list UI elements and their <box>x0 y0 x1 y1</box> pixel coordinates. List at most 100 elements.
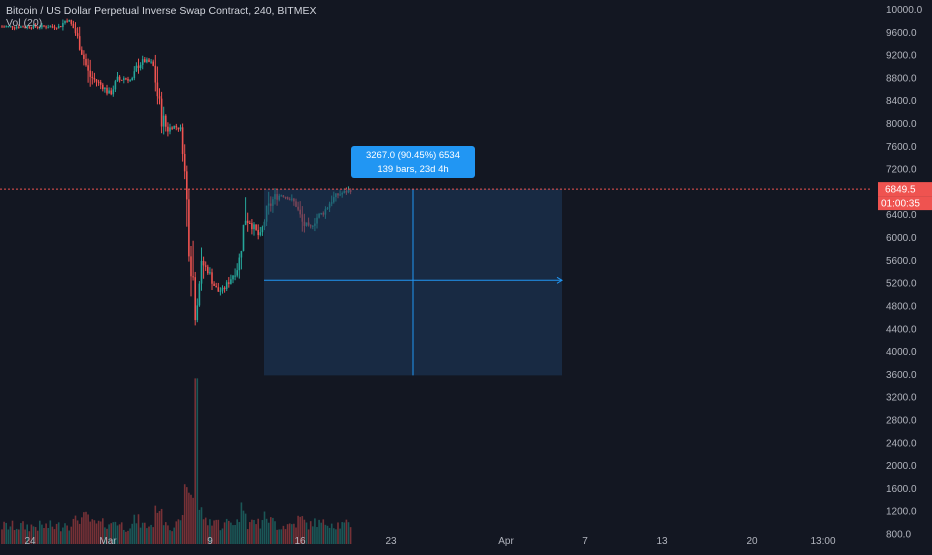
candle-body <box>30 27 33 29</box>
volume-bar <box>55 523 58 544</box>
candle-body <box>186 171 188 200</box>
candle-body <box>5 26 7 28</box>
volume-bar <box>66 525 68 544</box>
volume-bar <box>57 522 60 544</box>
candle-body <box>114 81 117 90</box>
volume-bar <box>194 378 196 544</box>
candle-body <box>207 266 209 274</box>
volume-bar <box>202 519 205 544</box>
candle-body <box>97 81 100 83</box>
candle-body <box>129 80 131 82</box>
last-price-label: 6849.5 <box>885 185 916 196</box>
volume-bar <box>110 523 112 544</box>
candle-body <box>131 78 133 81</box>
volume-bar <box>238 522 241 544</box>
candle-body <box>123 78 125 80</box>
candle-body <box>127 78 129 81</box>
volume-bar <box>305 522 308 544</box>
volume-bar <box>328 527 331 544</box>
candle-body <box>81 49 83 55</box>
volume-bar <box>22 521 24 544</box>
candle-body <box>236 270 238 276</box>
price-tick-label: 1600.0 <box>886 484 917 495</box>
volume-bar <box>150 524 152 544</box>
volume-bar <box>249 522 251 544</box>
volume-bar <box>270 517 272 544</box>
candle-body <box>28 26 31 28</box>
volume-bar <box>267 522 270 544</box>
volume-bar <box>125 531 127 544</box>
candle-body <box>253 224 255 230</box>
candle-body <box>169 127 171 132</box>
candle-body <box>135 65 138 72</box>
candle-body <box>51 26 54 28</box>
volume-bar <box>112 522 115 544</box>
price-tick-label: 5200.0 <box>886 279 917 290</box>
volume-bar <box>230 522 232 544</box>
volume-bar <box>49 520 52 544</box>
candle-body <box>261 226 264 233</box>
candle-body <box>162 115 165 127</box>
candle-body <box>120 79 123 81</box>
volume-bar <box>173 527 175 544</box>
volume-bar <box>26 524 28 544</box>
volume-bar <box>288 523 291 544</box>
candle-body <box>148 59 150 62</box>
price-tick-label: 8400.0 <box>886 96 917 107</box>
candle-body <box>158 96 161 99</box>
volume-bar <box>144 522 146 544</box>
axes: 10000.09600.09200.08800.08400.08000.0760… <box>0 5 932 547</box>
price-tick-label: 6000.0 <box>886 233 917 244</box>
time-tick-label: 24 <box>24 536 36 547</box>
candle-body <box>43 25 45 27</box>
candle-body <box>240 251 243 258</box>
candle-body <box>160 98 163 127</box>
volume-bar <box>89 521 91 544</box>
volume-bar <box>244 513 247 544</box>
volume-bar <box>13 530 16 544</box>
volume-bar <box>154 505 157 544</box>
volume-bar <box>62 527 64 544</box>
measure-tooltip-change: 3267.0 (90.45%) 6534 <box>366 150 460 161</box>
volume-bar <box>74 515 77 544</box>
volume-bar <box>274 521 276 544</box>
volume-bar <box>236 519 238 544</box>
volume-bar <box>303 519 306 544</box>
volume-bar <box>152 527 154 544</box>
volume-bar <box>15 528 18 544</box>
volume-bar <box>120 522 123 544</box>
candle-body <box>213 283 215 286</box>
candle-body <box>246 220 249 224</box>
candle-body <box>141 59 144 65</box>
volume-bar <box>78 523 81 544</box>
candle-body <box>95 79 98 82</box>
candle-body <box>255 224 257 230</box>
candle-body <box>192 276 194 278</box>
candle-body <box>133 71 136 79</box>
volume-bar <box>179 520 182 544</box>
volume-bar <box>36 530 39 544</box>
candle-body <box>66 20 68 22</box>
volume-bar <box>234 525 236 544</box>
candle-body <box>85 58 87 66</box>
price-tick-label: 9200.0 <box>886 51 917 62</box>
volume-bar <box>64 523 66 544</box>
volume-bar <box>333 528 335 544</box>
time-tick-label: 20 <box>746 536 758 547</box>
volume-bar <box>272 517 274 544</box>
volume-bar <box>53 529 56 544</box>
volume-bar <box>106 528 108 544</box>
candle-body <box>1 26 3 28</box>
price-tick-label: 10000.0 <box>886 5 923 16</box>
candle-body <box>26 26 28 28</box>
time-tick-label: 13 <box>656 536 668 547</box>
candle-body <box>41 25 43 28</box>
candle-body <box>165 115 167 127</box>
measure-tool[interactable]: 3267.0 (90.45%) 6534 139 bars, 23d 4h <box>264 146 563 376</box>
candle-body <box>70 20 73 24</box>
candle-body <box>238 257 241 271</box>
volume-bar <box>76 520 79 544</box>
countdown-badge <box>878 196 932 211</box>
